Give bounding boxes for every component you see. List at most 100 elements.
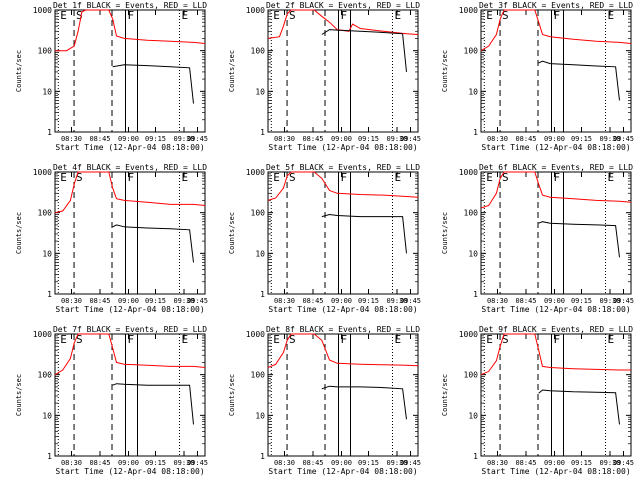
y-tick-label: 1000 [459,330,478,339]
event-marker-label: F [341,333,348,346]
event-marker-label: E [273,171,280,184]
x-tick-label: 09:15 [358,459,379,467]
event-marker-label: S [76,333,83,346]
y-tick-label: 10 [255,411,265,420]
plot-frame [267,333,419,457]
events-series-line [321,385,407,420]
chart-panel: Det 2f BLACK = Events, RED = LLD 1 10 100 10… [228,1,421,152]
event-marker-label: E [60,333,67,346]
x-tick-label: 09:30 [173,297,194,305]
x-tick-label: 09:00 [118,297,139,305]
y-tick-label: 1 [47,452,52,461]
chart-title: Det 2f BLACK = Events, RED = LLD [266,1,420,10]
x-tick-label: 08:45 [89,135,110,143]
y-tick-label: 100 [38,47,53,56]
chart-title: Det 1f BLACK = Events, RED = LLD [53,1,207,10]
x-tick-label: 08:45 [89,459,110,467]
lld-series-line [267,171,419,201]
y-tick-label: 1 [47,290,52,299]
x-tick-label: 09:30 [599,459,620,467]
lld-series-line [54,333,206,376]
events-series-line [112,64,194,104]
y-tick-label: 1 [47,128,52,137]
x-tick-label: 09:30 [386,297,407,305]
x-tick-label: 09:15 [571,297,592,305]
plot-frame [480,333,632,457]
event-marker-label: E [182,171,189,184]
x-tick-label: 08:45 [515,297,536,305]
y-tick-label: 10 [42,411,52,420]
y-tick-label: 100 [38,209,53,218]
y-tick-label: 1 [260,128,265,137]
y-axis-label: Counts/sec [441,212,449,254]
x-axis-label: Start Time (12-Apr-04 08:18:00) [481,305,630,314]
event-marker-label: E [273,333,280,346]
y-tick-label: 1000 [33,6,52,15]
lld-series-line [54,171,206,214]
y-tick-label: 10 [468,87,478,96]
y-tick-label: 10 [42,249,52,258]
y-tick-label: 1000 [246,330,265,339]
event-marker-label: F [128,333,135,346]
y-tick-label: 1 [473,290,478,299]
event-marker-label: F [341,9,348,22]
y-tick-label: 10 [255,249,265,258]
chart-title: Det 7f BLACK = Events, RED = LLD [53,325,207,334]
x-tick-label: 09:00 [544,297,565,305]
x-tick-label: 09:30 [386,459,407,467]
x-tick-label: 08:30 [274,459,295,467]
y-tick-label: 1000 [459,6,478,15]
x-tick-label: 08:45 [302,135,323,143]
x-tick-label: 09:30 [386,135,407,143]
x-tick-label: 09:45 [400,297,421,305]
event-marker-label: E [60,9,67,22]
x-tick-label: 08:30 [487,459,508,467]
plot-frame [480,171,632,295]
lld-series-line [267,9,419,39]
x-tick-label: 09:15 [358,135,379,143]
lld-series-line [267,333,419,368]
plot-frame [267,9,419,133]
events-series-line [538,389,620,425]
event-marker-label: E [395,9,402,22]
y-tick-label: 100 [251,209,266,218]
event-marker-label: E [486,9,493,22]
x-tick-label: 08:30 [61,459,82,467]
x-tick-label: 08:30 [487,297,508,305]
x-tick-label: 09:15 [358,297,379,305]
x-tick-label: 08:45 [515,135,536,143]
event-marker-label: E [608,9,615,22]
y-tick-label: 1 [260,290,265,299]
x-tick-label: 09:15 [571,459,592,467]
x-axis-label: Start Time (12-Apr-04 08:18:00) [55,143,204,152]
x-tick-label: 09:00 [118,135,139,143]
x-tick-label: 09:30 [599,135,620,143]
event-marker-label: F [554,171,561,184]
y-axis-label: Counts/sec [441,374,449,416]
x-tick-label: 09:45 [187,459,208,467]
event-marker-label: E [182,333,189,346]
y-axis-label: Counts/sec [15,374,23,416]
event-marker-label: S [502,171,509,184]
x-tick-label: 08:30 [487,135,508,143]
event-marker-label: E [486,333,493,346]
x-tick-label: 09:00 [331,459,352,467]
y-axis-label: Counts/sec [441,50,449,92]
lld-series-line [55,9,206,52]
event-marker-label: S [76,9,83,22]
event-marker-label: E [395,171,402,184]
plot-frame [480,9,632,133]
chart-title: Det 5f BLACK = Events, RED = LLD [266,163,420,172]
event-marker-label: E [608,333,615,346]
y-axis-label: Counts/sec [15,212,23,254]
events-series-line [112,383,194,425]
y-tick-label: 1 [473,128,478,137]
x-axis-label: Start Time (12-Apr-04 08:18:00) [481,143,630,152]
event-marker-label: F [554,333,561,346]
y-axis-label: Counts/sec [228,374,236,416]
x-tick-label: 09:15 [145,297,166,305]
chart-panel: Det 4f BLACK = Events, RED = LLD 1 10 100 10… [15,163,208,314]
event-marker-label: S [502,333,509,346]
y-axis-label: Counts/sec [228,212,236,254]
y-axis-label: Counts/sec [228,50,236,92]
